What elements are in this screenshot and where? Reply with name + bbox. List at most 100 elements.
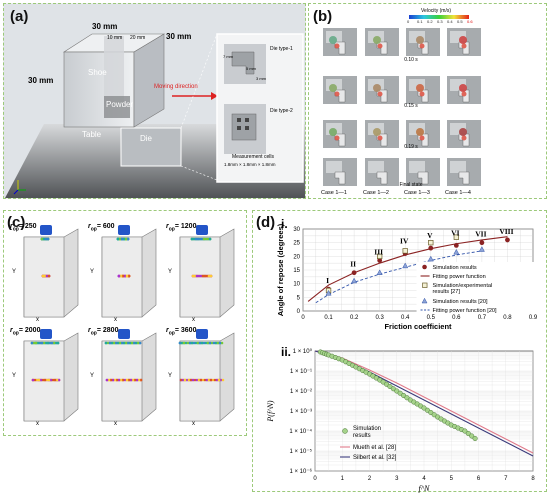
axis-y-label: Y <box>12 373 17 379</box>
point-sim-exp-27 <box>428 240 434 246</box>
y-tick-label-2: 1 × 10⁻⁶ <box>290 468 313 475</box>
point-simulation-2 <box>472 435 478 442</box>
y-axis-label-2: P(f^N) <box>266 400 275 422</box>
die-type2-label: Die type-2 <box>270 108 293 114</box>
svg-text:Fitting power function [20]: Fitting power function [20] <box>433 308 497 314</box>
svg-text:Simulation results: Simulation results <box>433 265 477 271</box>
x-tick-label-2: 7 <box>504 476 508 482</box>
point-sim-20 <box>478 246 485 252</box>
frame-value: 3600 <box>180 327 197 334</box>
svg-text:Mueth et al. [28]: Mueth et al. [28] <box>353 445 396 451</box>
point-simulation <box>505 237 510 243</box>
case-label: Case 1—2 <box>363 190 389 196</box>
x-tick-label: 0.3 <box>375 315 384 321</box>
point-sim-exp-27 <box>402 248 408 254</box>
inset-5mm: 5 mm <box>246 66 256 71</box>
frame-value: 2800 <box>102 327 119 334</box>
axis-y-label: Y <box>168 269 173 275</box>
roman-label: IV <box>400 237 409 246</box>
colorbar <box>323 15 481 186</box>
simulation-frame <box>365 158 399 186</box>
svg-text:Simulation/experimental: Simulation/experimental <box>433 283 493 289</box>
point-sim-20 <box>427 255 434 262</box>
svg-text:results: results <box>353 433 371 439</box>
x-tick-label-2: 4 <box>422 476 426 482</box>
point-sim-20 <box>402 262 409 269</box>
time-label: Final state <box>399 182 423 188</box>
axis-x-label: x <box>192 317 195 323</box>
simulation-frame <box>365 28 399 56</box>
simulation-frame <box>447 120 481 148</box>
time-label: 0.10 s <box>404 57 418 63</box>
x-tick-label-2: 1 <box>341 476 345 482</box>
simulation-frame <box>406 28 440 56</box>
y-tick-label: 10 <box>293 282 300 288</box>
colorbar-tick: 0 <box>407 19 410 24</box>
point-simulation <box>479 240 485 246</box>
colorbar-tick: 0.4 <box>447 19 453 24</box>
axis-x-label: x <box>114 421 117 427</box>
x-tick-label-2: 0 <box>313 476 317 482</box>
case-label: Case 1—1 <box>321 190 347 196</box>
point-sim-20 <box>351 277 358 284</box>
axis-y-label: Y <box>12 269 17 275</box>
colorbar-tick: 0.6 <box>467 19 473 24</box>
frame-value: 1200 <box>180 223 197 230</box>
panel-c-label: (c) <box>7 214 26 231</box>
x-tick-label: 0.7 <box>478 315 487 321</box>
axis-x-label: x <box>36 317 39 323</box>
point-simulation <box>351 270 357 276</box>
particle-nozzle-icon <box>40 329 52 339</box>
x-tick-label-2: 5 <box>450 476 454 482</box>
simulation-frame <box>406 76 440 104</box>
frame-label: rop= 2800 <box>88 327 119 337</box>
case-label: Case 1—3 <box>404 190 430 196</box>
axis-y-label: Y <box>90 373 95 379</box>
die-box <box>120 127 182 167</box>
x-axis-label-2: f^N <box>419 484 431 493</box>
x-tick-label: 0.8 <box>503 315 512 321</box>
svg-text:results [27]: results [27] <box>433 289 461 295</box>
roman-label: III <box>374 247 383 256</box>
x-tick-label: 0 <box>301 315 305 321</box>
simulation-frame <box>323 158 357 186</box>
measurement-label: Measurement cells <box>232 154 274 160</box>
panel-a-illustration <box>4 4 305 198</box>
panel-d-sub-i: i. <box>281 217 288 231</box>
simulation-frame <box>365 120 399 148</box>
frame-label: rop= 250 <box>10 223 37 233</box>
y-tick-label-2: 1 × 10⁻⁵ <box>289 448 312 455</box>
measurement-size: 1.8mm × 1.8mm × 1.8mm <box>224 162 276 167</box>
frame-label: rop= 3600 <box>166 327 197 337</box>
axis-y-label: Y <box>168 373 173 379</box>
moving-direction-label: Moving direction <box>154 84 198 90</box>
x-axis-label: Friction coefficient <box>384 322 452 331</box>
die-type1-label: Die type-1 <box>270 46 293 52</box>
x-tick-label-2: 6 <box>477 476 481 482</box>
particle-nozzle-icon <box>196 329 208 339</box>
dim-right: 30 mm <box>166 32 192 41</box>
simulation-frame <box>447 28 481 56</box>
x-tick-label: 0.4 <box>401 315 410 321</box>
y-tick-label: 20 <box>293 254 300 260</box>
frame-label: rop= 1200 <box>166 223 197 233</box>
particle-nozzle-icon <box>118 225 130 235</box>
legend-item: Simulation results <box>422 264 477 271</box>
panel-d-sub-ii: ii. <box>281 345 292 359</box>
roman-label: I <box>326 276 329 285</box>
shoe-label: Shoe <box>88 68 107 77</box>
y-tick-label: 15 <box>293 268 300 274</box>
dim-top: 30 mm <box>92 22 118 31</box>
point-sim-20 <box>453 248 460 255</box>
time-label: 0.15 s <box>404 103 418 109</box>
point-sim-20 <box>325 289 332 296</box>
inset-3mm: 3 mm <box>256 76 266 81</box>
panel-a-label: (a) <box>10 8 29 25</box>
x-tick-label-2: 8 <box>531 476 535 482</box>
x-tick-label-2: 3 <box>395 476 399 482</box>
y-tick-label: 0 <box>297 309 301 315</box>
